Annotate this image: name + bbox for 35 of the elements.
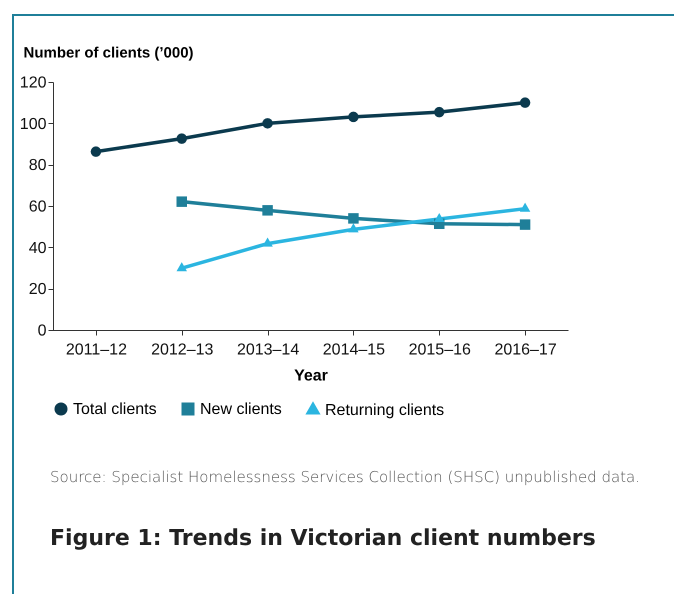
x-tick-label: 2012–13 <box>151 342 214 358</box>
point <box>176 196 187 207</box>
point <box>348 112 359 122</box>
y-tick-label: 60 <box>28 198 47 216</box>
x-tick-label: 2015–16 <box>408 342 471 358</box>
point <box>520 219 530 230</box>
point <box>520 97 530 108</box>
text: Figure 1: Trends in Victorian client numbers <box>50 526 596 551</box>
point <box>434 212 444 222</box>
point <box>176 133 187 144</box>
point <box>90 146 102 157</box>
y-tick-label: 80 <box>28 157 47 174</box>
x-tick-label: 2011–12 <box>66 342 128 358</box>
y-tick-label: 20 <box>28 281 47 298</box>
point <box>434 106 444 118</box>
point <box>520 202 530 212</box>
point <box>262 238 273 247</box>
point <box>348 213 359 224</box>
y-tick-label: 120 <box>20 74 47 92</box>
point <box>348 223 359 232</box>
legend-label: Returning clients <box>325 402 444 420</box>
point <box>176 262 187 272</box>
x-tick-label: 2016–17 <box>494 342 557 358</box>
y-tick-label: 40 <box>28 240 47 257</box>
point <box>262 118 273 129</box>
y-axis-title: Number of clients (’000) <box>24 44 194 62</box>
legend-label: Total clients <box>73 401 157 418</box>
point <box>262 205 273 216</box>
x-axis-title: Year <box>294 368 328 384</box>
legend-label: New clients <box>200 401 282 418</box>
source-note: Source: Specialist Homelessness Services Collection (SHSC) unpublished data. <box>50 467 642 488</box>
y-tick-label: 0 <box>38 322 47 340</box>
y-tick-label: 100 <box>20 116 47 133</box>
x-tick-label: 2013–14 <box>236 342 300 358</box>
x-tick-label: 2014–15 <box>322 342 386 358</box>
